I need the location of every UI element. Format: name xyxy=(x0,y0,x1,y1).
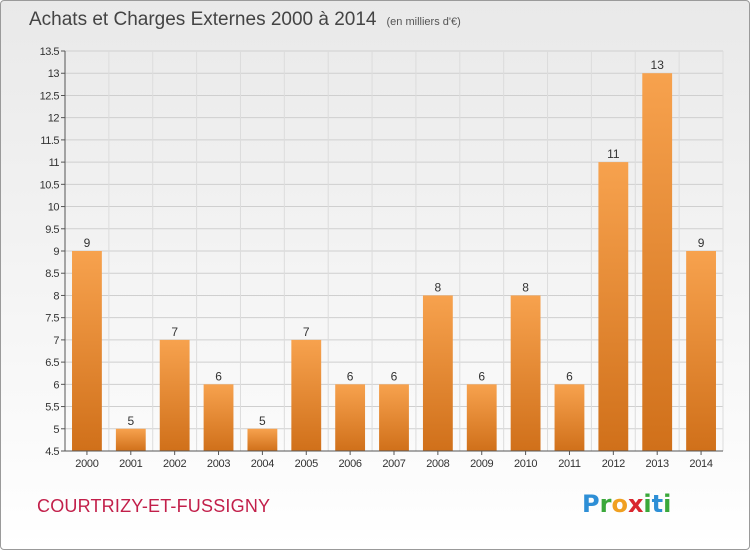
y-tick-label: 12 xyxy=(48,113,60,125)
data-label: 5 xyxy=(259,414,266,428)
bar-2007 xyxy=(379,384,409,451)
bar-2008 xyxy=(422,295,453,451)
proxiti-logo: Proxiti xyxy=(582,490,672,518)
x-tick-label: 2010 xyxy=(514,458,537,470)
chart-title: Achats et Charges Externes 2000 à 2014 (e… xyxy=(29,9,461,31)
x-tick-label: 2013 xyxy=(646,458,669,470)
chart-unit: (en milliers d'€) xyxy=(386,16,461,28)
data-label: 7 xyxy=(171,325,178,339)
y-tick-label: 9 xyxy=(53,246,59,258)
y-tick-label: 10 xyxy=(48,202,60,214)
bar-2001 xyxy=(115,428,146,451)
y-tick-label: 10.5 xyxy=(40,179,60,191)
data-label: 5 xyxy=(127,414,134,428)
x-tick-label: 2004 xyxy=(251,458,274,470)
bar-2014 xyxy=(686,251,716,451)
y-tick-label: 13.5 xyxy=(40,46,60,58)
bar-2009 xyxy=(466,384,497,451)
y-tick-label: 7 xyxy=(53,335,59,347)
x-tick-label: 2011 xyxy=(558,458,581,470)
x-tick-label: 2003 xyxy=(207,458,230,470)
y-tick-label: 6.5 xyxy=(45,357,59,369)
chart-title-text: Achats et Charges Externes 2000 à 2014 xyxy=(29,9,377,30)
axes: 4.5 5 5.5 6 6.5 7 7.5 8 8.5 9 9.5 10 10.5 11 11.5 12 12.… xyxy=(40,46,723,470)
bar-2010 xyxy=(510,295,541,451)
data-label: 13 xyxy=(651,58,665,72)
bars xyxy=(72,73,716,451)
y-tick-label: 6 xyxy=(53,379,59,391)
data-label: 6 xyxy=(347,369,354,383)
y-tick-label: 4.5 xyxy=(45,446,59,458)
y-tick-label: 8 xyxy=(53,290,59,302)
data-labels: 9 5 7 6 5 7 6 6 8 6 8 6 11 13 9 xyxy=(84,58,705,428)
data-label: 11 xyxy=(607,147,620,161)
y-tick-label: 11 xyxy=(49,157,60,169)
data-label: 9 xyxy=(698,236,705,250)
bar-2012 xyxy=(598,162,629,451)
x-tick-label: 2009 xyxy=(470,458,493,470)
bar-2003 xyxy=(203,384,234,451)
y-tick-label: 11.5 xyxy=(40,135,59,147)
data-label: 7 xyxy=(303,325,310,339)
data-label: 8 xyxy=(435,280,442,294)
bar-2002 xyxy=(159,339,190,451)
data-label: 8 xyxy=(522,280,529,294)
y-tick-label: 5.5 xyxy=(45,402,59,414)
y-tick-label: 8.5 xyxy=(45,268,59,280)
x-tick-label: 2000 xyxy=(75,458,98,470)
x-tick-label: 2012 xyxy=(602,458,625,470)
data-label: 6 xyxy=(478,369,485,383)
data-label: 6 xyxy=(566,369,573,383)
bar-2005 xyxy=(291,339,322,451)
data-label: 6 xyxy=(215,369,222,383)
x-tick-label: 2002 xyxy=(163,458,186,470)
data-label: 6 xyxy=(391,369,398,383)
x-tick-label: 2014 xyxy=(689,458,712,470)
x-tick-label: 2006 xyxy=(338,458,361,470)
x-tick-label: 2005 xyxy=(295,458,318,470)
bar-2000 xyxy=(72,251,102,451)
y-tick-label: 13 xyxy=(48,68,60,80)
x-tick-label: 2007 xyxy=(382,458,405,470)
x-tick-label: 2008 xyxy=(426,458,449,470)
data-label: 9 xyxy=(84,236,91,250)
bar-2004 xyxy=(247,428,278,451)
bar-2013 xyxy=(642,73,673,451)
y-tick-label: 9.5 xyxy=(45,224,59,236)
bar-2011 xyxy=(554,384,585,451)
y-tick-label: 12.5 xyxy=(40,90,60,102)
y-tick-label: 7.5 xyxy=(45,313,59,325)
y-tick-label: 5 xyxy=(53,424,59,436)
bar-2006 xyxy=(335,384,366,451)
commune-name: COURTRIZY-ET-FUSSIGNY xyxy=(37,496,271,516)
x-tick-label: 2001 xyxy=(119,458,142,470)
